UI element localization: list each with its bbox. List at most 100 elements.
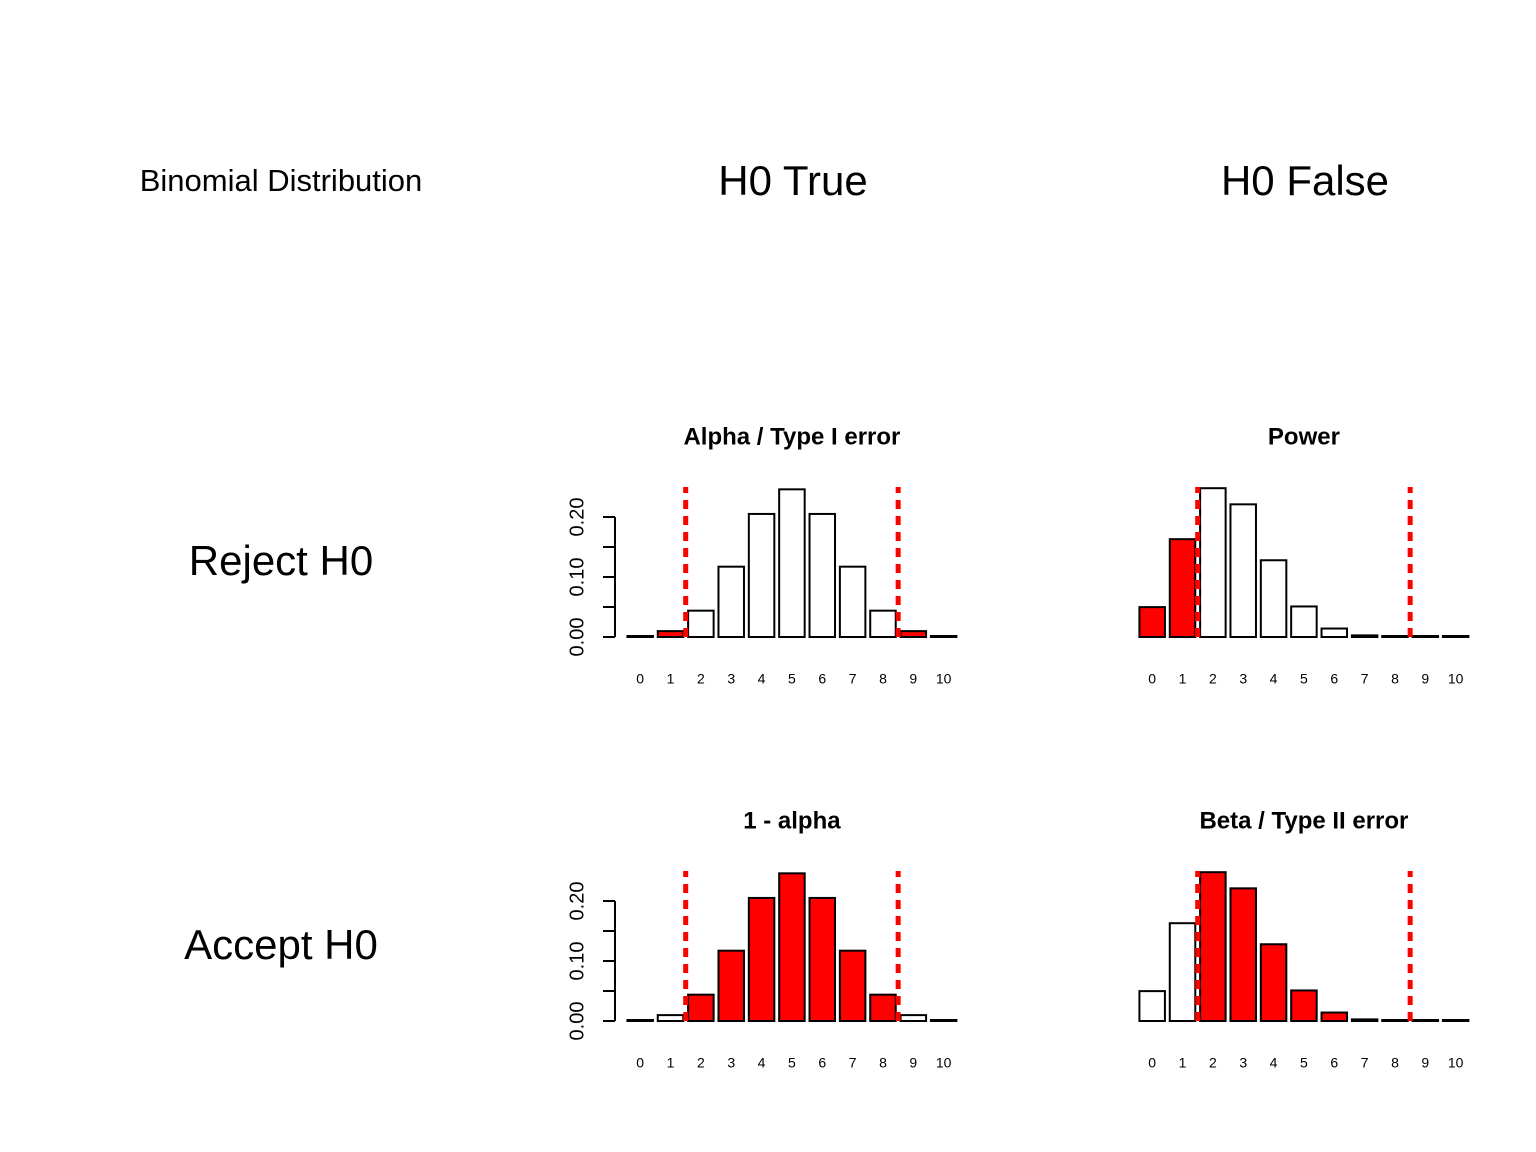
x-tick-label: 0 <box>636 671 644 687</box>
bar-8 <box>1381 1019 1409 1022</box>
x-tick-label: 6 <box>1330 671 1338 687</box>
x-tick-label: 5 <box>1300 671 1308 687</box>
bar-2 <box>1199 871 1227 1023</box>
bar-7 <box>1350 634 1379 639</box>
x-tick-label: 3 <box>727 1055 735 1071</box>
x-tick-label: 6 <box>818 1055 826 1071</box>
figure-title: Binomial Distribution <box>139 163 423 198</box>
bar-5 <box>778 488 806 638</box>
x-tick-label: 5 <box>1300 1055 1308 1071</box>
x-tick-label: 0 <box>1148 1055 1156 1071</box>
bar-2 <box>1199 487 1227 639</box>
bar-9 <box>1411 1019 1440 1022</box>
bar-7 <box>838 565 867 638</box>
row-label-reject-h0: Reject H0 <box>188 537 374 584</box>
bar-4 <box>1259 943 1288 1023</box>
bar-3 <box>1229 503 1257 638</box>
x-tick-label: 3 <box>1239 1055 1247 1071</box>
x-tick-label: 2 <box>1209 1055 1217 1071</box>
panel-title: Beta / Type II error <box>1199 807 1408 834</box>
y-tick-label: 0.10 <box>566 558 588 597</box>
x-tick-label: 0 <box>1148 671 1156 687</box>
x-tick-label: 1 <box>667 1055 675 1071</box>
x-tick-label: 4 <box>1270 671 1278 687</box>
panel-title: Power <box>1268 423 1340 450</box>
x-tick-label: 3 <box>727 671 735 687</box>
bar-6 <box>1320 627 1349 638</box>
bar-0 <box>1138 606 1166 638</box>
bar-10 <box>929 635 958 638</box>
y-tick-label: 0.00 <box>566 618 588 657</box>
x-tick-label: 6 <box>818 671 826 687</box>
panel-title: Alpha / Type I error <box>683 423 900 450</box>
x-tick-label: 5 <box>788 671 796 687</box>
bar-6 <box>808 896 837 1022</box>
column-header-h0-true: H0 True <box>718 157 868 204</box>
bar-10 <box>1441 635 1470 638</box>
bar-8 <box>869 609 897 638</box>
panel-one_minus_alpha: 1 - alpha 0 1 2 3 4 5 6 7 8 9 10 0.00 0.10 0.20 <box>566 807 958 1071</box>
x-tick-label: 10 <box>1448 1055 1464 1071</box>
x-tick-label: 10 <box>1448 671 1464 687</box>
bar-2 <box>687 609 715 638</box>
bar-8 <box>869 993 897 1022</box>
x-tick-label: 7 <box>849 671 857 687</box>
bar-9 <box>1411 635 1440 638</box>
bar-3 <box>717 565 745 638</box>
bar-7 <box>838 949 867 1022</box>
bar-6 <box>808 512 837 638</box>
x-tick-label: 10 <box>936 671 952 687</box>
x-tick-label: 0 <box>636 1055 644 1071</box>
x-tick-label: 1 <box>1179 671 1187 687</box>
x-tick-label: 9 <box>1421 671 1429 687</box>
x-tick-label: 8 <box>879 671 887 687</box>
x-tick-label: 10 <box>936 1055 952 1071</box>
bar-1 <box>656 630 685 638</box>
bar-2 <box>687 993 715 1022</box>
x-tick-label: 4 <box>758 671 766 687</box>
y-tick-label: 0.20 <box>566 882 588 921</box>
bar-6 <box>1320 1011 1349 1022</box>
x-tick-label: 6 <box>1330 1055 1338 1071</box>
x-tick-label: 4 <box>1270 1055 1278 1071</box>
x-tick-label: 9 <box>1421 1055 1429 1071</box>
x-tick-label: 2 <box>697 1055 705 1071</box>
bar-1 <box>656 1014 685 1022</box>
x-tick-label: 7 <box>849 1055 857 1071</box>
x-tick-label: 3 <box>1239 671 1247 687</box>
bar-5 <box>1290 605 1318 639</box>
x-tick-label: 8 <box>1391 671 1399 687</box>
x-tick-label: 7 <box>1361 1055 1369 1071</box>
bar-0 <box>1138 990 1166 1022</box>
x-tick-label: 2 <box>697 671 705 687</box>
x-tick-label: 7 <box>1361 671 1369 687</box>
x-tick-label: 9 <box>909 671 917 687</box>
bar-9 <box>899 630 928 638</box>
x-tick-label: 9 <box>909 1055 917 1071</box>
bar-1 <box>1168 922 1197 1023</box>
x-tick-label: 1 <box>667 671 675 687</box>
bar-5 <box>1290 989 1318 1023</box>
bar-1 <box>1168 538 1197 639</box>
bar-4 <box>747 512 776 638</box>
bar-3 <box>717 949 745 1022</box>
panel-power: Power 0 1 2 3 4 5 6 7 8 9 10 <box>1138 423 1470 687</box>
bar-9 <box>899 1014 928 1022</box>
row-label-accept-h0: Accept H0 <box>184 921 378 968</box>
x-tick-label: 4 <box>758 1055 766 1071</box>
bar-5 <box>778 872 806 1023</box>
bar-4 <box>1259 559 1288 639</box>
y-tick-label: 0.00 <box>566 1002 588 1041</box>
bar-0 <box>626 1019 654 1022</box>
bar-10 <box>1441 1019 1470 1022</box>
x-tick-label: 8 <box>1391 1055 1399 1071</box>
x-tick-label: 8 <box>879 1055 887 1071</box>
panel-title: 1 - alpha <box>743 807 841 834</box>
x-tick-label: 5 <box>788 1055 796 1071</box>
bar-7 <box>1350 1018 1379 1023</box>
y-tick-label: 0.10 <box>566 942 588 981</box>
panel-beta: Beta / Type II error 0 1 2 3 4 5 6 7 8 9 10 <box>1138 807 1470 1071</box>
bar-4 <box>747 896 776 1022</box>
bar-0 <box>626 635 654 638</box>
